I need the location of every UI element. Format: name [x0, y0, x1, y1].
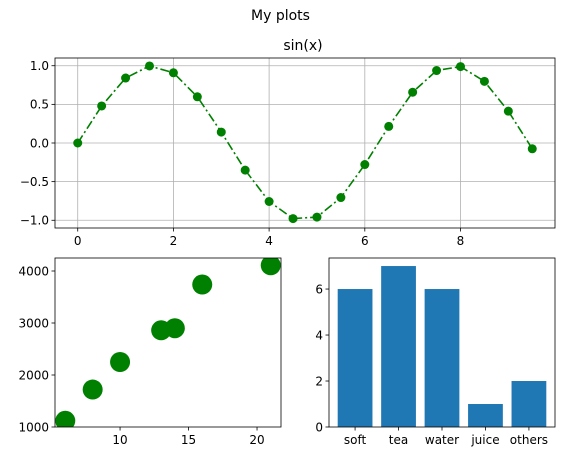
- bar-chart-ticks: soft tea water juice others 0 2 4 6: [315, 282, 548, 447]
- scatter-ytick-label: 4000: [18, 264, 49, 278]
- figure-suptitle: My plots: [251, 8, 310, 24]
- scatter-series: [55, 258, 281, 427]
- bar-ytick-label: 6: [315, 282, 323, 296]
- sin-point: [336, 193, 346, 203]
- scatter-chart: 10 15 20 1000 2000 3000 4000: [18, 257, 282, 447]
- sin-chart-grid: [55, 58, 555, 228]
- scatter-chart-ticks: 10 15 20 1000 2000 3000 4000: [18, 264, 264, 447]
- sin-point: [456, 62, 466, 72]
- sin-chart-frame: [54, 57, 556, 229]
- bar-soft: [337, 289, 373, 427]
- sin-xtick-label: 8: [457, 234, 465, 248]
- bar-category-label: juice: [470, 433, 499, 447]
- sin-point: [168, 68, 178, 78]
- sin-point: [527, 144, 537, 154]
- sin-point: [121, 73, 131, 83]
- scatter-chart-frame: [54, 257, 282, 428]
- scatter-point: [260, 258, 281, 276]
- sin-point: [144, 61, 154, 71]
- sin-xtick-label: 0: [74, 234, 82, 248]
- sin-ytick-label: −0.5: [20, 175, 49, 189]
- sin-xtick-label: 2: [170, 234, 178, 248]
- sin-chart: sin(x) 0 2 4 6 8 −1.0 −0.5 0.0 0.5 1.0: [20, 38, 556, 248]
- scatter-point: [82, 379, 103, 400]
- scatter-ytick-label: 1000: [18, 420, 49, 434]
- bar-ytick-label: 4: [315, 328, 323, 342]
- bar-series: [337, 266, 547, 427]
- scatter-point: [192, 274, 213, 295]
- bar-category-label: soft: [344, 433, 367, 447]
- sin-xtick-label: 4: [265, 234, 273, 248]
- bar-water: [424, 289, 460, 427]
- bar-ytick-label: 2: [315, 374, 323, 388]
- sin-series-line: [77, 65, 533, 220]
- sin-point: [288, 214, 298, 224]
- sin-chart-ticks: 0 2 4 6 8 −1.0 −0.5 0.0 0.5 1.0: [20, 59, 464, 248]
- sin-series: [73, 61, 537, 224]
- bar-chart-frame: [328, 257, 556, 428]
- scatter-xtick-label: 15: [181, 433, 196, 447]
- bar-ytick-label: 0: [315, 420, 323, 434]
- scatter-ytick-label: 3000: [18, 316, 49, 330]
- sin-chart-title: sin(x): [283, 38, 322, 54]
- bar-category-label: others: [510, 433, 548, 447]
- scatter-point: [55, 410, 76, 427]
- bar-category-label: tea: [389, 433, 408, 447]
- sin-point: [479, 76, 489, 86]
- bar-chart: soft tea water juice others 0 2 4 6: [315, 257, 556, 447]
- sin-point: [240, 165, 250, 175]
- bar-tea: [381, 266, 416, 427]
- scatter-point: [164, 318, 185, 339]
- sin-point: [97, 101, 107, 111]
- sin-point: [264, 196, 274, 206]
- sin-point: [73, 138, 83, 148]
- sin-point: [408, 87, 418, 97]
- sin-point: [503, 106, 513, 116]
- sin-ytick-label: 0.5: [30, 98, 49, 112]
- sin-ytick-label: 1.0: [30, 59, 49, 73]
- bar-category-label: water: [425, 433, 459, 447]
- bar-juice: [468, 404, 503, 427]
- sin-point: [312, 212, 322, 222]
- scatter-xtick-label: 10: [112, 433, 127, 447]
- scatter-xtick-label: 20: [249, 433, 264, 447]
- sin-point: [432, 66, 442, 76]
- sin-ytick-label: −1.0: [20, 214, 49, 228]
- sin-point: [216, 127, 226, 137]
- scatter-point: [110, 352, 131, 372]
- sin-point: [360, 160, 370, 170]
- bar-others: [511, 381, 547, 427]
- scatter-ytick-label: 2000: [18, 368, 49, 382]
- sin-point: [192, 92, 202, 102]
- sin-xtick-label: 6: [361, 234, 369, 248]
- sin-ytick-label: 0.0: [30, 136, 49, 150]
- sin-point: [384, 121, 394, 131]
